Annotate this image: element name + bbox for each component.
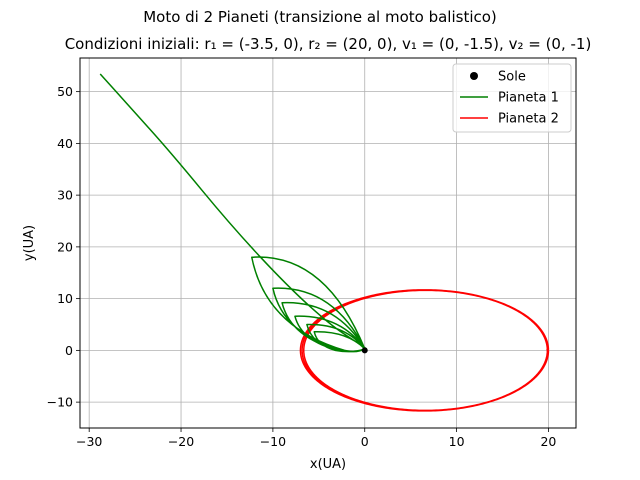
x-tick-label: −30 bbox=[76, 434, 102, 449]
y-tick-label: 40 bbox=[57, 136, 73, 151]
legend-marker-sole bbox=[470, 72, 478, 80]
chart-title: Condizioni iniziali: r₁ = (-3.5, 0), r₂ … bbox=[65, 35, 592, 53]
series-line-pianeta-2 bbox=[299, 289, 550, 412]
y-tick-label: 30 bbox=[57, 188, 73, 203]
x-tick-label: 20 bbox=[540, 434, 556, 449]
x-tick-label: 0 bbox=[361, 434, 369, 449]
y-tick-label: 20 bbox=[57, 239, 73, 254]
y-tick-label: 0 bbox=[65, 343, 73, 358]
series-line-pianeta-1 bbox=[99, 73, 367, 353]
y-axis-label: y(UA) bbox=[22, 225, 37, 261]
y-tick-label: 10 bbox=[57, 291, 73, 306]
axes-frame bbox=[79, 57, 577, 429]
x-tick-label: −10 bbox=[260, 434, 286, 449]
legend-box bbox=[452, 63, 572, 133]
legend: Sole Pianeta 1 Pianeta 2 bbox=[452, 63, 572, 133]
y-tick-label: −10 bbox=[47, 395, 73, 410]
x-axis-label: x(UA) bbox=[310, 457, 346, 472]
legend-label-pianeta-1: Pianeta 1 bbox=[498, 91, 559, 106]
x-tick-label: −20 bbox=[168, 434, 194, 449]
chart-suptitle: Moto di 2 Pianeti (transizione al moto b… bbox=[143, 8, 497, 26]
ticks: −30 −20 −10 0 10 20 −10 0 10 20 30 40 50 bbox=[47, 84, 557, 449]
legend-label-sole: Sole bbox=[498, 70, 526, 85]
legend-label-pianeta-2: Pianeta 2 bbox=[498, 112, 559, 127]
y-tick-label: 50 bbox=[57, 84, 73, 99]
plot-area bbox=[99, 73, 550, 412]
sole-marker bbox=[361, 347, 368, 354]
x-tick-label: 10 bbox=[449, 434, 465, 449]
